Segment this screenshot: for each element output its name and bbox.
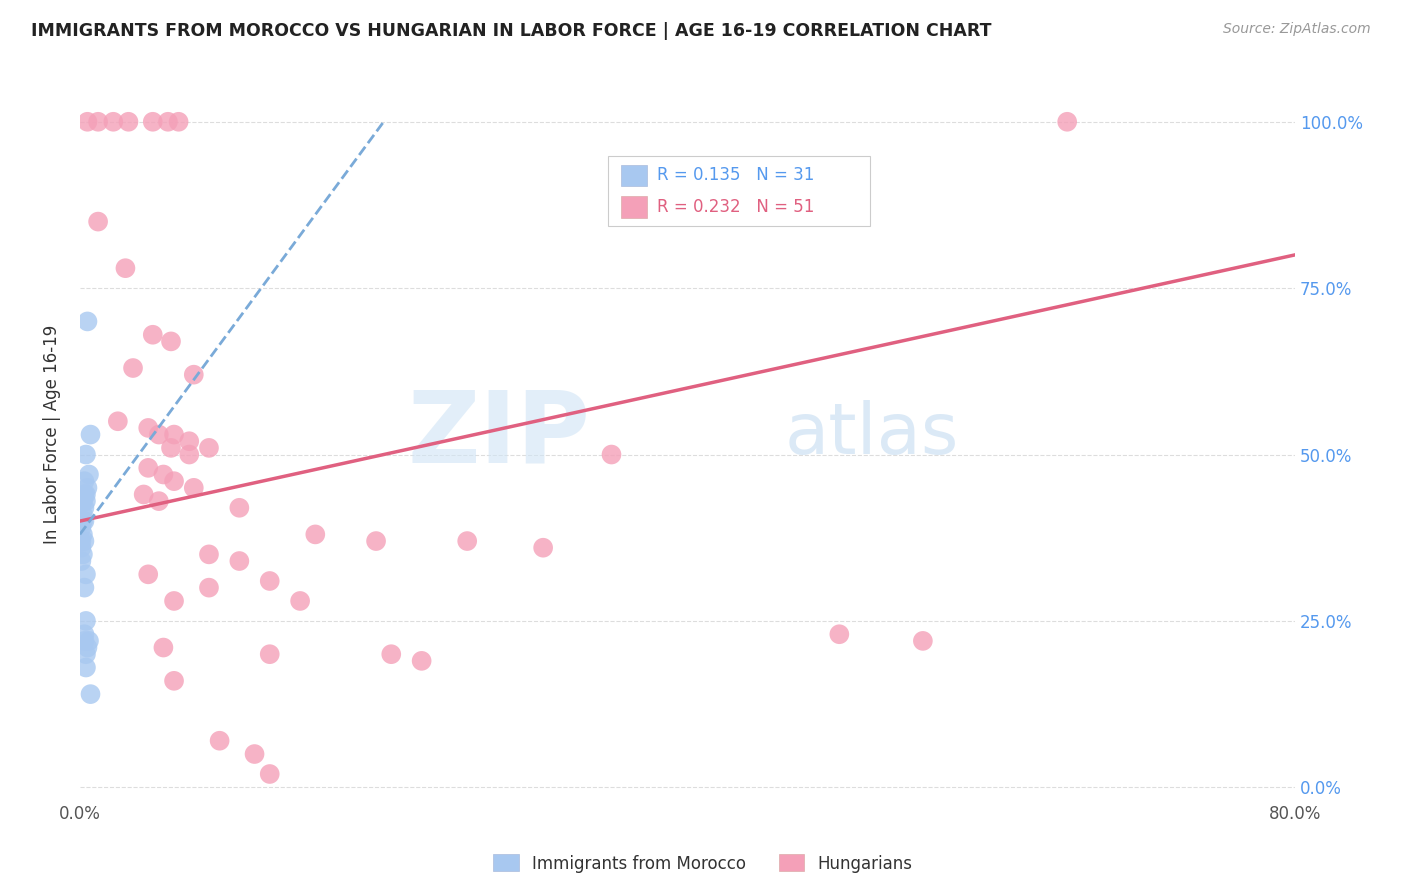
Point [163,594,186,608]
Point [163,673,186,688]
Point [198,441,221,455]
Point [600,448,623,462]
Point [75,448,97,462]
Point [87,115,110,129]
Point [228,554,250,568]
Point [77,467,100,482]
Point [70,534,93,549]
Point [208,733,231,747]
Point [136,567,159,582]
Point [183,368,205,382]
Point [75,660,97,674]
Point [73,633,96,648]
Point [76,481,98,495]
Point [73,474,96,488]
Point [70,521,93,535]
Point [79,687,101,701]
Point [75,487,97,501]
Point [136,421,159,435]
Point [167,115,190,129]
Point [148,427,170,442]
Point [531,541,554,555]
Text: Source: ZipAtlas.com: Source: ZipAtlas.com [1223,22,1371,37]
Bar [609,156,870,226]
Point [87,214,110,228]
Point [142,327,165,342]
Point [73,500,96,515]
Point [75,567,97,582]
Point [380,647,402,661]
Point [72,547,94,561]
Point [243,747,266,761]
Point [198,547,221,561]
Point [163,427,186,442]
Point [76,314,98,328]
Point [364,534,387,549]
Point [411,654,433,668]
Point [136,460,159,475]
Point [75,647,97,661]
Text: R = 0.135   N = 31: R = 0.135 N = 31 [657,167,814,185]
Point [160,334,183,349]
Point [179,448,201,462]
Point [72,494,94,508]
Bar [620,196,647,218]
Point [456,534,478,549]
Point [73,581,96,595]
Point [70,554,93,568]
Point [76,115,98,129]
Point [76,640,98,655]
Point [259,767,281,781]
Point [228,500,250,515]
Point [122,361,145,376]
Point [828,627,851,641]
Point [911,633,934,648]
Point [163,474,186,488]
Point [259,574,281,588]
Point [288,594,311,608]
Point [73,534,96,549]
Point [152,467,174,482]
Point [103,115,125,129]
Point [156,115,179,129]
Text: R = 0.232   N = 51: R = 0.232 N = 51 [657,198,814,216]
Bar [620,164,647,186]
Text: atlas: atlas [785,401,959,469]
Point [72,514,94,528]
Point [160,441,183,455]
Y-axis label: In Labor Force | Age 16-19: In Labor Force | Age 16-19 [44,325,60,544]
Point [132,487,155,501]
Point [152,640,174,655]
Point [142,115,165,129]
Legend: Immigrants from Morocco, Hungarians: Immigrants from Morocco, Hungarians [486,847,920,880]
Text: IMMIGRANTS FROM MOROCCO VS HUNGARIAN IN LABOR FORCE | AGE 16-19 CORRELATION CHAR: IMMIGRANTS FROM MOROCCO VS HUNGARIAN IN … [31,22,991,40]
Text: ZIP: ZIP [408,386,591,483]
Point [73,627,96,641]
Point [75,614,97,628]
Point [117,115,139,129]
Point [107,414,129,428]
Point [79,427,101,442]
Point [73,487,96,501]
Point [304,527,326,541]
Point [114,261,136,276]
Point [75,494,97,508]
Point [70,541,93,555]
Point [259,647,281,661]
Point [72,508,94,522]
Point [179,434,201,449]
Point [1056,115,1078,129]
Point [198,581,221,595]
Point [148,494,170,508]
Point [72,527,94,541]
Point [183,481,205,495]
Point [73,514,96,528]
Point [77,633,100,648]
